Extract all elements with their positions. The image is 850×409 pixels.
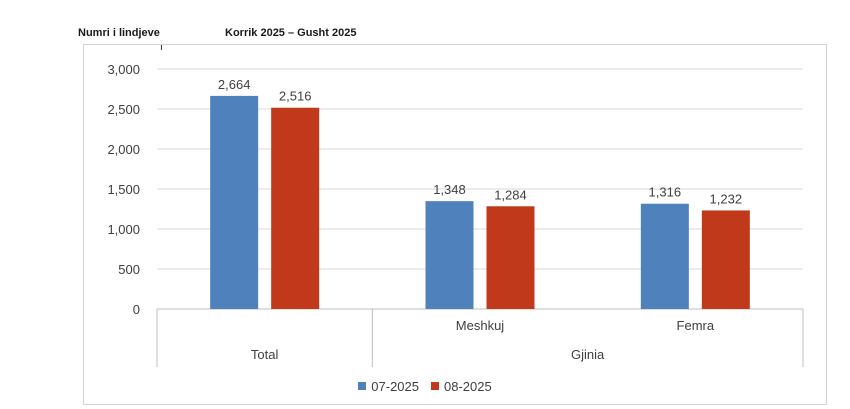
y-tick-label: 500 — [118, 262, 140, 277]
x-category-label: Femra — [677, 318, 715, 333]
bar — [486, 206, 535, 309]
bar — [210, 95, 259, 309]
y-tick-label: 2,500 — [107, 102, 140, 117]
bar-value-label: 2,516 — [279, 89, 312, 104]
legend-label: 07-2025 — [371, 378, 419, 394]
legend-swatch — [358, 382, 367, 390]
period-label: Korrik 2025 – Gusht 2025 — [225, 27, 357, 39]
x-category-label: Meshkuj — [456, 318, 505, 333]
bar-value-label: 1,316 — [649, 185, 682, 200]
legend-label: 08-2025 — [444, 378, 492, 394]
bar-value-label: 1,284 — [494, 187, 527, 202]
legend-item: 08-2025 — [431, 379, 492, 394]
x-group-label: Gjinia — [571, 347, 605, 362]
chart-frame — [83, 44, 827, 405]
y-tick-label: 1,000 — [107, 222, 140, 237]
bar-value-label: 1,232 — [710, 191, 743, 206]
x-category-label: Total — [251, 347, 279, 362]
bar — [271, 107, 320, 309]
bar-value-label: 1,348 — [433, 182, 466, 197]
bar — [425, 201, 474, 309]
y-axis-header-label: Numri i lindjeve — [78, 27, 160, 39]
header-tick-mark: ı — [160, 42, 163, 53]
y-tick-label: 0 — [133, 302, 140, 317]
y-tick-label: 3,000 — [107, 62, 140, 77]
y-tick-label: 2,000 — [107, 142, 140, 157]
chart-legend: 07-2025 08-2025 — [0, 378, 850, 394]
legend-item: 07-2025 — [358, 379, 419, 394]
y-tick-label: 1,500 — [107, 182, 140, 197]
bar — [701, 210, 750, 309]
bar — [640, 203, 689, 309]
bar-value-label: 2,664 — [218, 77, 251, 92]
legend-swatch — [431, 382, 439, 390]
